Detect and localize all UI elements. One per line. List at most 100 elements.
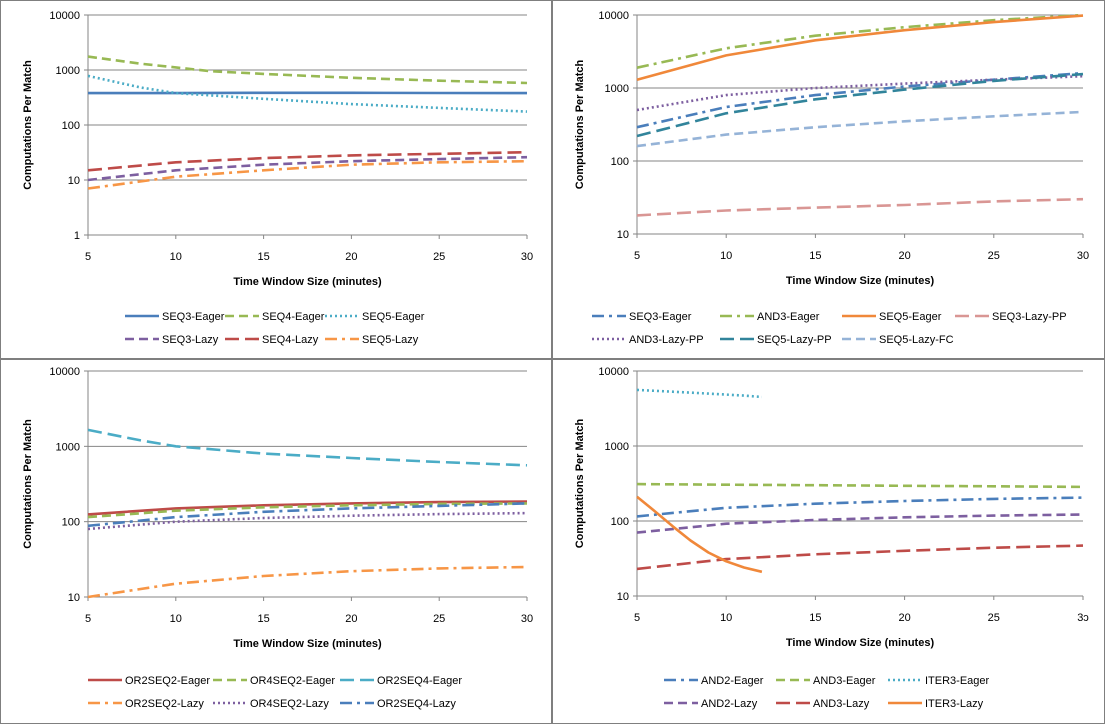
legend-label: SEQ4-Lazy <box>262 334 319 346</box>
series-line-seq3-lazy <box>87 155 528 182</box>
x-tick-label: 25 <box>433 251 445 263</box>
series-line-seq5-eager <box>636 14 1084 81</box>
panel-frame <box>0 359 552 724</box>
series-line-or2seq2-eager <box>87 500 528 516</box>
legend-label: SEQ4-Eager <box>262 311 325 323</box>
series-line-and3-lazy <box>636 544 1084 571</box>
x-tick-label: 20 <box>345 613 357 625</box>
legend-label: AND2-Lazy <box>701 698 758 710</box>
legend-label: OR2SEQ2-Lazy <box>125 698 204 710</box>
legend-label: AND3-Lazy-PP <box>629 334 704 346</box>
chart-panel-2: 10 100 1000 10000 5 10 15 20 25 30 Time Window Siz… <box>552 0 1105 359</box>
legend-label: OR2SEQ4-Eager <box>377 675 462 687</box>
y-tick-label: 10 <box>617 229 629 241</box>
y-tick-label: 1000 <box>56 441 80 453</box>
x-tick-label: 5 <box>634 612 640 624</box>
legend-label: SEQ3-Eager <box>162 311 225 323</box>
y-tick-label: 10 <box>68 592 80 604</box>
y-axis-title: Computations Per Match <box>22 419 34 549</box>
x-tick-label: 15 <box>809 612 821 624</box>
series-line-seq5-lazy <box>87 159 528 190</box>
x-tick-label: 15 <box>809 250 821 262</box>
panel-frame <box>552 359 1105 724</box>
x-tick-label: 20 <box>345 251 357 263</box>
series-line-iter3-eager <box>636 388 763 399</box>
y-axis-title: Computations Per Match <box>574 59 586 189</box>
legend-label: AND3-Eager <box>757 311 820 323</box>
x-axis-title: Time Window Size (minutes) <box>233 638 382 650</box>
x-tick-label: 30 <box>1077 250 1089 262</box>
x-tick-label: 5 <box>85 613 91 625</box>
series-line-seq5-lazy-pp <box>636 72 1084 138</box>
legend-label: SEQ3-Lazy-PP <box>992 311 1067 323</box>
x-tick-label: 30 <box>521 251 533 263</box>
y-axis-title: Computations Per Match <box>574 418 586 548</box>
x-tick-label: 25 <box>988 250 1000 262</box>
legend-label: AND2-Eager <box>701 675 764 687</box>
x-tick-label: 15 <box>257 251 269 263</box>
legend: OR2SEQ2-Eager OR4SEQ2-Eager OR2SEQ4-Eager O… <box>88 675 462 710</box>
x-tick-label: 3ɔ <box>1077 612 1089 624</box>
legend-label: SEQ5-Lazy <box>362 334 419 346</box>
series-line-or2seq2-lazy <box>87 565 528 599</box>
legend-label: SEQ5-Lazy-FC <box>879 334 954 346</box>
x-tick-label: 20 <box>898 250 910 262</box>
series-line-and3-lazy-pp <box>636 74 1084 112</box>
y-tick-label: 1000 <box>605 441 629 453</box>
x-axis-title: Time Window Size (minutes) <box>233 276 382 288</box>
legend-label: OR2SEQ2-Eager <box>125 675 210 687</box>
x-axis-title: Time Window Size (minutes) <box>786 637 935 649</box>
y-tick-label: 100 <box>611 156 629 168</box>
x-tick-label: 30 <box>521 613 533 625</box>
series-line-and2-lazy <box>636 513 1084 534</box>
y-tick-label: 1000 <box>605 83 629 95</box>
x-tick-label: 5 <box>634 250 640 262</box>
y-tick-label: 1 <box>74 230 80 242</box>
legend-label: SEQ3-Eager <box>629 311 692 323</box>
y-tick-label: 100 <box>611 516 629 528</box>
series-line-seq3-eager <box>636 71 1084 129</box>
series-line-and3-eager <box>636 482 1084 489</box>
legend-label: OR4SEQ2-Eager <box>250 675 335 687</box>
legend: SEQ3-Eager SEQ4-Eager SEQ5-Eager SEQ3-Lazy S… <box>125 311 425 346</box>
series-line-seq5-lazy-fc <box>636 110 1084 148</box>
series-line-iter3-lazy <box>636 495 763 574</box>
x-tick-label: 5 <box>85 251 91 263</box>
y-tick-label: 10000 <box>598 10 629 22</box>
y-tick-label: 10000 <box>49 366 80 378</box>
series-line-or4seq2-eager <box>87 502 528 519</box>
legend-label: OR4SEQ2-Lazy <box>250 698 329 710</box>
y-tick-label: 10000 <box>598 366 629 378</box>
series-line-or4seq2-lazy <box>87 511 528 531</box>
legend: AND2-Eager AND3-Eager ITER3-Eager AND2-Lazy… <box>664 675 990 710</box>
legend-label: SEQ3-Lazy <box>162 334 219 346</box>
panel-frame <box>552 0 1105 359</box>
x-tick-label: 10 <box>720 250 732 262</box>
x-tick-label: 10 <box>170 251 182 263</box>
legend-label: SEQ5-Eager <box>879 311 942 323</box>
legend-label: OR2SEQ4-Lazy <box>377 698 456 710</box>
series-line-seq4-lazy <box>87 150 528 172</box>
series-line-seq3-lazy-pp <box>636 197 1084 217</box>
legend-label: SEQ5-Eager <box>362 311 425 323</box>
x-tick-label: 15 <box>257 613 269 625</box>
x-tick-label: 25 <box>433 613 445 625</box>
legend: SEQ3-Eager AND3-Eager SEQ5-Eager SEQ3-Lazy-… <box>592 311 1067 346</box>
x-tick-label: 20 <box>898 612 910 624</box>
series-line-and3-eager <box>636 13 1084 69</box>
x-tick-label: 10 <box>720 612 732 624</box>
legend-label: ITER3-Eager <box>925 675 990 687</box>
legend-label: ITER3-Lazy <box>925 698 984 710</box>
chart-panel-4: 10 100 1000 10000 5 10 15 20 25 3ɔ Time Window Siz… <box>552 359 1105 724</box>
y-tick-label: 1000 <box>56 65 80 77</box>
x-axis-title: Time Window Size (minutes) <box>786 275 935 287</box>
y-axis-title: Computations Per Match <box>22 60 34 190</box>
chart-panel-3: 10 100 1000 10000 5 10 15 20 25 30 Time Window Siz… <box>0 359 552 724</box>
legend-label: SEQ5-Lazy-PP <box>757 334 832 346</box>
x-tick-label: 25 <box>988 612 1000 624</box>
y-tick-label: 10000 <box>49 10 80 22</box>
legend-label: AND3-Eager <box>813 675 876 687</box>
y-tick-label: 100 <box>62 517 80 529</box>
x-tick-label: 10 <box>170 613 182 625</box>
